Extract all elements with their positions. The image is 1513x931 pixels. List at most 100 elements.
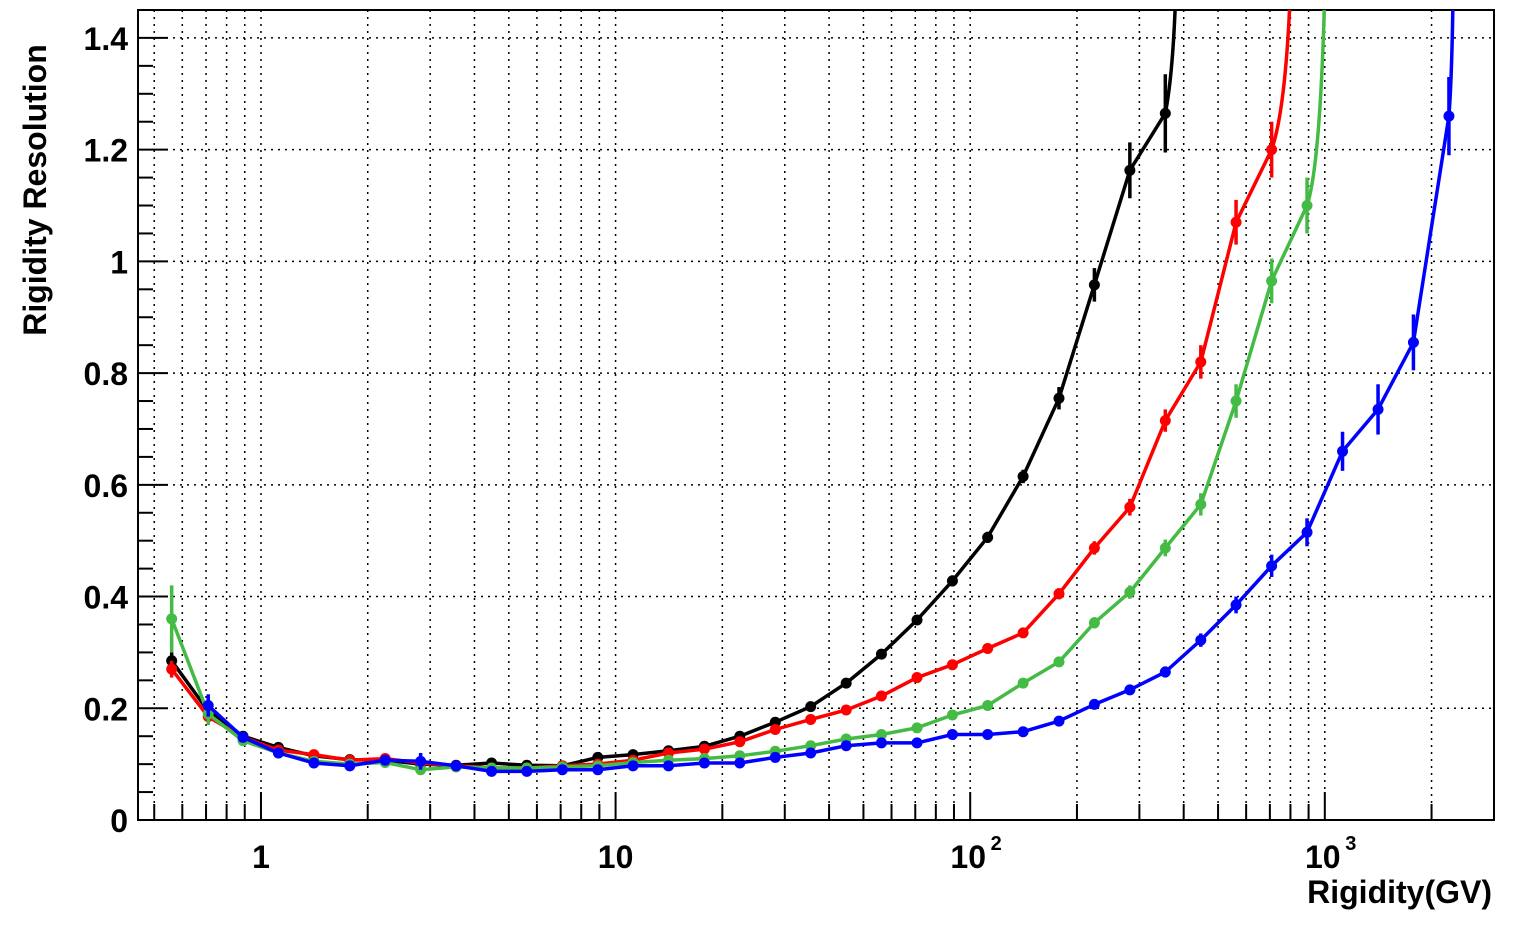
data-point	[1443, 110, 1455, 122]
series-line	[170, 10, 1292, 770]
data-point	[663, 760, 675, 772]
data-point	[875, 729, 887, 741]
data-point	[1301, 526, 1313, 538]
data-point	[769, 724, 781, 736]
data-point	[1017, 470, 1029, 482]
data-point	[1195, 356, 1207, 368]
data-point	[1230, 395, 1242, 407]
data-point	[1230, 216, 1242, 228]
data-point	[734, 736, 746, 748]
data-point	[344, 760, 356, 772]
data-point	[1124, 164, 1136, 176]
series-line	[207, 10, 1455, 774]
data-point	[911, 672, 923, 684]
data-point	[1017, 726, 1029, 738]
data-point	[1124, 501, 1136, 513]
data-point	[946, 729, 958, 741]
y-tick-label: 0.8	[84, 356, 128, 392]
x-tick-label: 1	[252, 839, 270, 875]
data-point	[1159, 107, 1171, 119]
data-point	[769, 751, 781, 763]
x-tick-exponent: 3	[1345, 833, 1356, 855]
data-point	[1088, 698, 1100, 710]
y-tick-label: 0.6	[84, 468, 128, 504]
data-point	[840, 677, 852, 689]
data-point	[592, 764, 604, 776]
data-point	[486, 765, 498, 777]
data-point	[1017, 677, 1029, 689]
data-point	[982, 699, 994, 711]
data-point	[875, 690, 887, 702]
x-axis-label: Rigidity(GV)	[1307, 874, 1492, 910]
data-point	[1053, 588, 1065, 600]
data-point	[1053, 392, 1065, 404]
y-tick-label: 0	[110, 803, 128, 839]
data-point	[202, 699, 214, 711]
y-tick-label: 0.2	[84, 691, 128, 727]
data-point	[1053, 656, 1065, 668]
data-point	[308, 757, 320, 769]
data-point	[1159, 415, 1171, 427]
data-point	[734, 757, 746, 769]
x-tick-exponent: 2	[991, 833, 1002, 855]
data-point	[698, 757, 710, 769]
data-point	[875, 648, 887, 660]
data-point	[627, 760, 639, 772]
series-line	[170, 10, 1327, 772]
data-point	[1088, 617, 1100, 629]
data-point	[1407, 336, 1419, 348]
data-point	[1159, 542, 1171, 554]
data-point	[1159, 666, 1171, 678]
data-point	[982, 531, 994, 543]
data-point	[1337, 445, 1349, 457]
data-point	[1017, 627, 1029, 639]
series-1	[166, 10, 1292, 774]
data-point	[946, 659, 958, 671]
data-point	[237, 731, 249, 743]
data-point	[521, 765, 533, 777]
x-tick-label: 10	[1305, 839, 1341, 875]
data-point	[272, 747, 284, 759]
data-point	[1088, 542, 1100, 554]
x-tick-label: 10	[950, 839, 986, 875]
data-point	[1266, 275, 1278, 287]
data-point	[1301, 200, 1313, 212]
data-point	[1230, 599, 1242, 611]
data-point	[1053, 715, 1065, 727]
x-tick-label: 10	[598, 839, 634, 875]
series-0	[166, 10, 1177, 772]
data-point	[911, 614, 923, 626]
data-point	[1088, 279, 1100, 291]
y-tick-label: 0.4	[84, 580, 129, 616]
data-point	[875, 737, 887, 749]
data-point	[166, 663, 178, 675]
data-point	[1195, 498, 1207, 510]
data-point	[840, 740, 852, 752]
data-point	[1266, 144, 1278, 156]
data-point	[840, 704, 852, 716]
y-tick-label: 1.4	[84, 21, 129, 57]
data-point	[805, 713, 817, 725]
data-point	[166, 613, 178, 625]
data-point	[556, 764, 568, 776]
data-point	[379, 754, 391, 766]
series-2	[166, 10, 1327, 776]
data-point	[946, 709, 958, 721]
series-group	[166, 10, 1455, 777]
data-point	[946, 575, 958, 587]
data-point	[1124, 586, 1136, 598]
data-point	[1195, 634, 1207, 646]
data-point	[698, 743, 710, 755]
data-point	[1372, 403, 1384, 415]
series-3	[202, 10, 1455, 777]
grid	[138, 10, 1495, 820]
y-tick-label: 1.2	[84, 133, 128, 169]
series-line	[170, 10, 1177, 768]
data-point	[911, 737, 923, 749]
y-axis-label: Rigidity Resolution	[17, 44, 53, 336]
data-point	[982, 643, 994, 655]
axis-ticks	[138, 36, 1495, 821]
data-point	[805, 701, 817, 713]
